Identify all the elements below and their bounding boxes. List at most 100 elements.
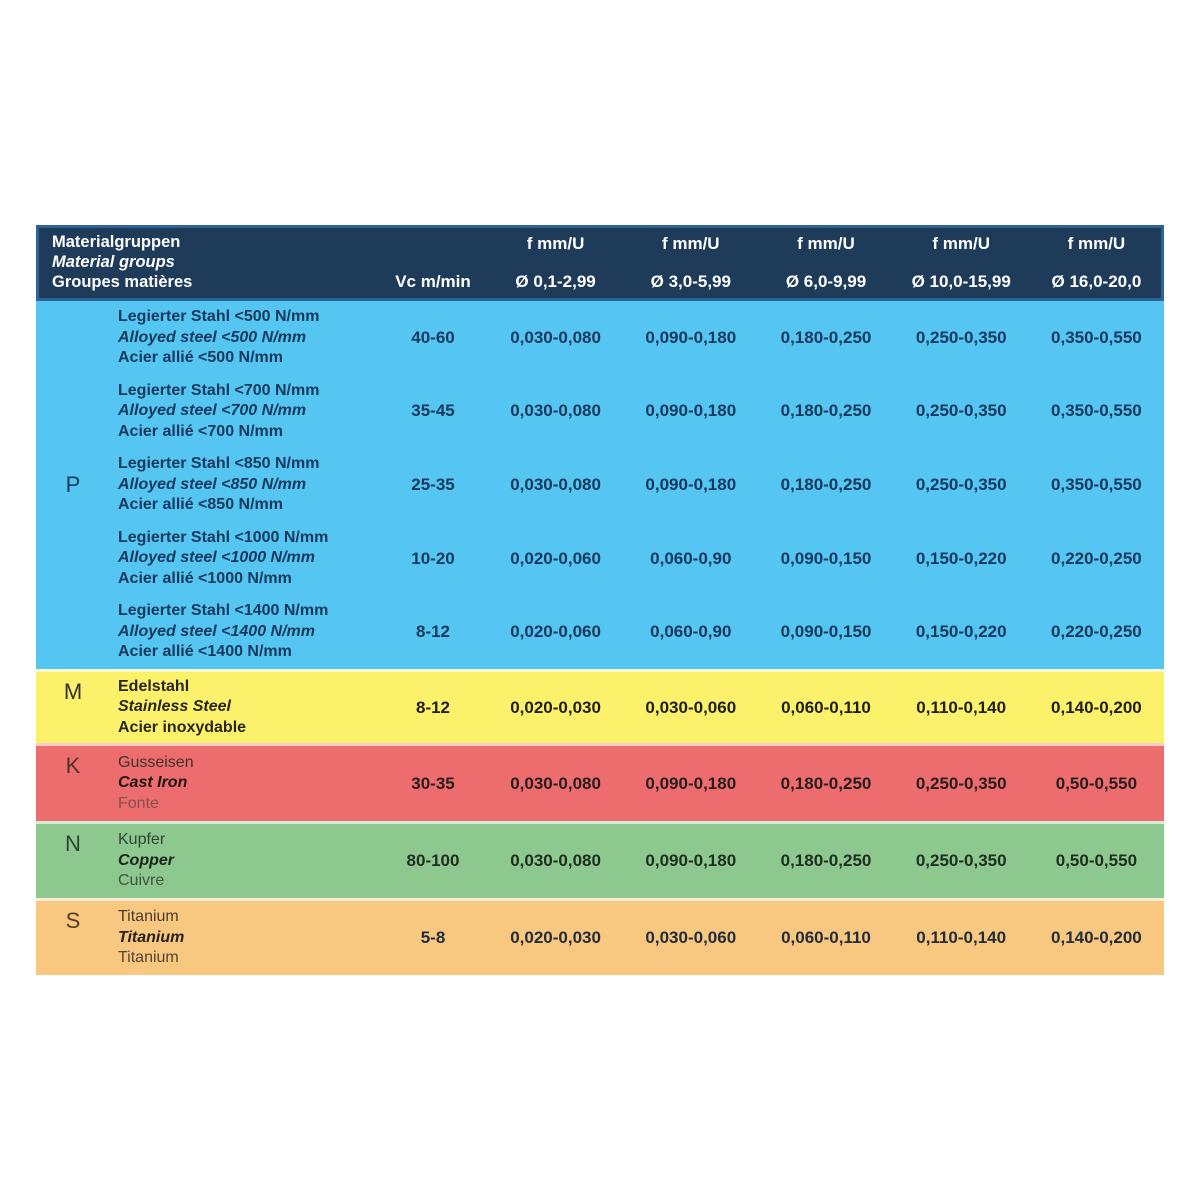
vc-value: 25-35 bbox=[411, 474, 455, 494]
material-fr: Fonte bbox=[118, 794, 159, 812]
table-row: Gusseisen Cast Iron Fonte 30-35 0,030-0,… bbox=[110, 746, 1164, 821]
feed-rate-table: Materialgruppen Material groups Groupes … bbox=[36, 225, 1164, 975]
feed-value: 0,250-0,350 bbox=[915, 401, 1007, 421]
material-name: Gusseisen Cast Iron Fonte bbox=[110, 753, 378, 815]
feed-value: 0,180-0,250 bbox=[780, 474, 872, 494]
title-de: Materialgruppen bbox=[52, 233, 181, 251]
section-cast-iron: K Gusseisen Cast Iron Fonte 30-35 0,030-… bbox=[36, 743, 1164, 821]
feed-value: 0,250-0,350 bbox=[915, 773, 1007, 793]
material-de: Gusseisen bbox=[118, 753, 194, 771]
material-name: Legierter Stahl <500 N/mm Alloyed steel … bbox=[110, 307, 378, 369]
material-group-letter-k: K bbox=[65, 753, 81, 778]
material-en: Alloyed steel <500 N/mm bbox=[118, 328, 307, 346]
material-fr: Titanium bbox=[118, 949, 179, 967]
section-rows: Kupfer Copper Cuivre 80-100 0,030-0,080 … bbox=[110, 824, 1164, 898]
material-groups-title: Materialgruppen Material groups Groupes … bbox=[36, 225, 378, 301]
feed-value: 0,180-0,250 bbox=[780, 851, 872, 870]
material-en: Copper bbox=[118, 851, 174, 869]
diameter-range: Ø 3,0-5,99 bbox=[650, 272, 731, 291]
vc-value: 40-60 bbox=[411, 327, 455, 347]
feed-value: 0,090-0,150 bbox=[780, 548, 872, 568]
feed-value: 0,030-0,080 bbox=[510, 474, 601, 494]
feed-value: 0,090-0,180 bbox=[645, 851, 737, 870]
vc-value: 5-8 bbox=[420, 928, 446, 947]
feed-value: 0,030-0,080 bbox=[510, 401, 601, 421]
column-header-vc: Vc m/min bbox=[395, 272, 471, 291]
column-header-f1: f mm/U Ø 0,1-2,99 bbox=[488, 225, 623, 301]
feed-value: 0,060-0,90 bbox=[650, 548, 732, 568]
diameter-range: Ø 10,0-15,99 bbox=[911, 272, 1011, 291]
material-fr: Acier allié <500 N/mm bbox=[118, 349, 283, 367]
column-header-f3: f mm/U Ø 6,0-9,99 bbox=[758, 225, 893, 301]
material-en: Cast Iron bbox=[118, 774, 188, 792]
table-row: Edelstahl Stainless Steel Acier inoxydab… bbox=[110, 672, 1164, 743]
material-name: Legierter Stahl <700 N/mm Alloyed steel … bbox=[110, 381, 378, 443]
table-row: Legierter Stahl <700 N/mm Alloyed steel … bbox=[110, 375, 1164, 449]
section-rows: Edelstahl Stainless Steel Acier inoxydab… bbox=[110, 672, 1164, 743]
feed-value: 0,140-0,200 bbox=[1051, 697, 1142, 717]
diameter-range: Ø 0,1-2,99 bbox=[515, 272, 596, 291]
f-unit-label: f mm/U bbox=[526, 234, 585, 253]
material-fr: Acier allié <1400 N/mm bbox=[118, 643, 292, 661]
feed-value: 0,090-0,150 bbox=[780, 622, 872, 642]
feed-value: 0,030-0,080 bbox=[510, 851, 601, 870]
material-de: Edelstahl bbox=[118, 677, 190, 695]
material-de: Legierter Stahl <850 N/mm bbox=[118, 455, 320, 473]
material-de: Legierter Stahl <1400 N/mm bbox=[118, 602, 329, 620]
table-row: Legierter Stahl <1000 N/mm Alloyed steel… bbox=[110, 522, 1164, 596]
feed-value: 0,350-0,550 bbox=[1051, 474, 1142, 494]
table-row: Legierter Stahl <500 N/mm Alloyed steel … bbox=[110, 301, 1164, 375]
material-de: Kupfer bbox=[118, 831, 166, 849]
feed-value: 0,150-0,220 bbox=[915, 622, 1007, 642]
column-header-f2: f mm/U Ø 3,0-5,99 bbox=[623, 225, 758, 301]
material-de: Legierter Stahl <1000 N/mm bbox=[118, 528, 329, 546]
section-steel: P Legierter Stahl <500 N/mm Alloyed stee… bbox=[36, 301, 1164, 669]
feed-value: 0,220-0,250 bbox=[1051, 622, 1142, 642]
section-stainless: M Edelstahl Stainless Steel Acier inoxyd… bbox=[36, 669, 1164, 743]
feed-value: 0,140-0,200 bbox=[1051, 928, 1142, 947]
feed-value: 0,020-0,030 bbox=[510, 697, 601, 717]
feed-value: 0,110-0,140 bbox=[916, 697, 1007, 717]
material-fr: Acier allié <850 N/mm bbox=[118, 496, 283, 514]
f-unit-label: f mm/U bbox=[661, 234, 720, 253]
material-fr: Cuivre bbox=[118, 872, 165, 890]
feed-value: 0,220-0,250 bbox=[1051, 548, 1142, 568]
f-unit-label: f mm/U bbox=[1067, 234, 1126, 253]
table-row: Titanium Titanium Titanium 5-8 0,020-0,0… bbox=[110, 901, 1164, 975]
table-header: Materialgruppen Material groups Groupes … bbox=[36, 225, 1164, 301]
title-fr: Groupes matières bbox=[52, 273, 193, 291]
title-en: Material groups bbox=[52, 253, 175, 271]
section-copper: N Kupfer Copper Cuivre 80-100 0,030-0,08… bbox=[36, 821, 1164, 898]
material-en: Stainless Steel bbox=[118, 698, 231, 716]
feed-value: 0,180-0,250 bbox=[780, 327, 872, 347]
f-unit-label: f mm/U bbox=[932, 234, 990, 253]
material-group-letter-n: N bbox=[65, 831, 81, 856]
feed-value: 0,020-0,060 bbox=[510, 548, 601, 568]
feed-value: 0,090-0,180 bbox=[645, 773, 737, 793]
table-row: Kupfer Copper Cuivre 80-100 0,030-0,080 … bbox=[110, 824, 1164, 898]
material-group-letter-s: S bbox=[65, 908, 81, 933]
material-de: Legierter Stahl <500 N/mm bbox=[118, 308, 320, 326]
material-name: Legierter Stahl <1000 N/mm Alloyed steel… bbox=[110, 528, 378, 590]
feed-value: 0,250-0,350 bbox=[915, 851, 1007, 870]
table-row: Legierter Stahl <1400 N/mm Alloyed steel… bbox=[110, 595, 1164, 669]
feed-value: 0,020-0,030 bbox=[510, 928, 601, 947]
feed-value: 0,250-0,350 bbox=[915, 327, 1007, 347]
feed-value: 0,150-0,220 bbox=[915, 548, 1007, 568]
f-unit-label: f mm/U bbox=[797, 234, 855, 253]
material-group-letter-m: M bbox=[63, 679, 83, 704]
feed-value: 0,110-0,140 bbox=[916, 928, 1007, 947]
diameter-range: Ø 6,0-9,99 bbox=[785, 272, 867, 291]
material-name: Edelstahl Stainless Steel Acier inoxydab… bbox=[110, 677, 378, 739]
material-de: Legierter Stahl <700 N/mm bbox=[118, 381, 320, 399]
feed-value: 0,50-0,550 bbox=[1055, 851, 1138, 870]
material-en: Titanium bbox=[118, 928, 185, 946]
material-en: Alloyed steel <850 N/mm bbox=[118, 475, 307, 493]
material-en: Alloyed steel <1400 N/mm bbox=[118, 622, 315, 640]
material-fr: Acier allié <1000 N/mm bbox=[118, 569, 292, 587]
vc-value: 35-45 bbox=[411, 401, 455, 421]
feed-value: 0,180-0,250 bbox=[780, 401, 872, 421]
vc-value: 8-12 bbox=[415, 697, 451, 717]
feed-value: 0,060-0,110 bbox=[781, 928, 871, 947]
